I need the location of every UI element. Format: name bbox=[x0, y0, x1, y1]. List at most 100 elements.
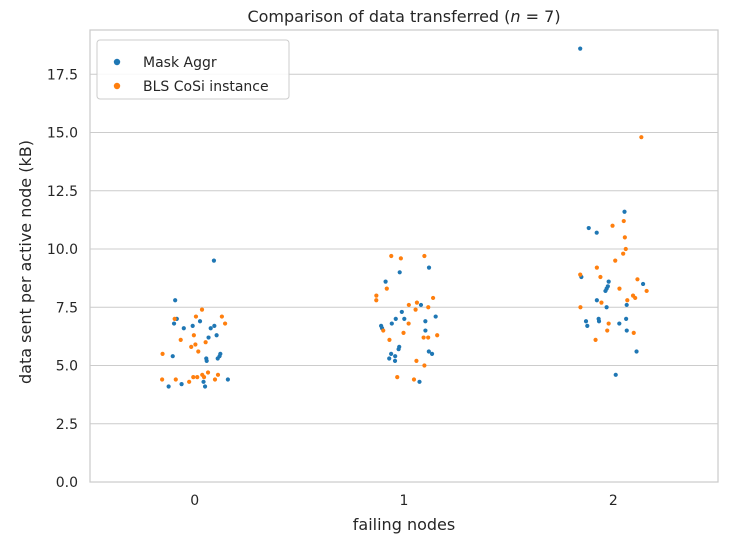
data-point-mask-aggr bbox=[417, 379, 422, 384]
data-point-bls-cosi-instance bbox=[621, 251, 626, 256]
data-point-bls-cosi-instance bbox=[205, 370, 211, 375]
data-point-mask-aggr bbox=[426, 265, 432, 270]
data-point-bls-cosi-instance bbox=[381, 328, 386, 333]
data-point-bls-cosi-instance bbox=[635, 277, 640, 282]
data-point-bls-cosi-instance bbox=[625, 298, 630, 303]
data-point-mask-aggr bbox=[202, 384, 208, 389]
data-point-bls-cosi-instance bbox=[222, 321, 228, 326]
data-point-bls-cosi-instance bbox=[199, 307, 205, 312]
data-point-bls-cosi-instance bbox=[610, 223, 615, 228]
data-point-bls-cosi-instance bbox=[622, 235, 627, 240]
plot-frame bbox=[89, 29, 719, 483]
data-point-mask-aggr bbox=[179, 382, 184, 387]
y-tick-label: 0.0 bbox=[56, 475, 78, 491]
data-point-mask-aggr bbox=[393, 354, 398, 359]
data-point-bls-cosi-instance bbox=[621, 218, 626, 224]
data-point-mask-aggr bbox=[397, 344, 402, 349]
data-point-bls-cosi-instance bbox=[215, 372, 221, 377]
data-point-bls-cosi-instance bbox=[374, 298, 379, 303]
data-point-mask-aggr bbox=[613, 372, 618, 377]
data-point-bls-cosi-instance bbox=[411, 377, 417, 382]
data-point-bls-cosi-instance bbox=[160, 351, 165, 356]
data-point-mask-aggr bbox=[423, 328, 428, 333]
grid-lines bbox=[90, 73, 718, 483]
data-point-mask-aggr bbox=[640, 281, 646, 287]
data-point-bls-cosi-instance bbox=[578, 272, 583, 277]
x-tick-labels: 0 1 2 bbox=[190, 493, 618, 509]
y-tick-label: 10.0 bbox=[47, 242, 78, 258]
x-tick-label: 1 bbox=[400, 493, 409, 509]
y-tick-label: 5.0 bbox=[56, 359, 78, 375]
data-point-bls-cosi-instance bbox=[605, 328, 610, 333]
data-point-bls-cosi-instance bbox=[435, 333, 440, 338]
data-point-mask-aggr bbox=[215, 356, 220, 361]
data-point-bls-cosi-instance bbox=[426, 335, 431, 340]
data-point-mask-aggr bbox=[166, 384, 171, 389]
data-point-bls-cosi-instance bbox=[422, 363, 427, 368]
data-point-bls-cosi-instance bbox=[414, 358, 419, 363]
data-point-bls-cosi-instance bbox=[195, 375, 200, 380]
data-point-mask-aggr bbox=[197, 319, 203, 324]
data-point-mask-aggr bbox=[397, 270, 402, 275]
data-point-bls-cosi-instance bbox=[203, 340, 208, 345]
data-point-mask-aggr bbox=[624, 302, 629, 308]
data-point-bls-cosi-instance bbox=[414, 300, 420, 305]
data-point-mask-aggr bbox=[201, 379, 206, 384]
data-point-bls-cosi-instance bbox=[173, 377, 178, 382]
data-point-bls-cosi-instance bbox=[413, 307, 418, 312]
data-point-mask-aggr bbox=[392, 358, 398, 363]
data-point-mask-aggr bbox=[393, 316, 398, 322]
data-points bbox=[160, 46, 649, 389]
data-point-bls-cosi-instance bbox=[191, 333, 196, 338]
data-point-mask-aggr bbox=[190, 323, 195, 328]
data-point-bls-cosi-instance bbox=[617, 286, 622, 291]
y-tick-labels: 0.0 2.5 5.0 7.5 10.0 12.5 15.0 17.5 bbox=[47, 67, 78, 491]
data-point-bls-cosi-instance bbox=[212, 377, 218, 382]
data-point-bls-cosi-instance bbox=[639, 135, 644, 140]
data-point-bls-cosi-instance bbox=[623, 246, 628, 252]
data-point-bls-cosi-instance bbox=[201, 375, 207, 380]
data-point-bls-cosi-instance bbox=[191, 375, 196, 380]
data-point-mask-aggr bbox=[634, 349, 639, 354]
data-point-mask-aggr bbox=[578, 46, 583, 51]
data-point-mask-aggr bbox=[596, 316, 601, 322]
chart-title-suffix: = 7) bbox=[521, 7, 561, 26]
data-point-mask-aggr bbox=[604, 305, 609, 310]
data-point-mask-aggr bbox=[173, 298, 178, 303]
legend-marker-bls-cosi bbox=[113, 82, 121, 90]
y-tick-label: 17.5 bbox=[47, 67, 78, 83]
data-point-bls-cosi-instance bbox=[594, 265, 599, 270]
data-point-bls-cosi-instance bbox=[193, 314, 199, 319]
chart-title-variable: n bbox=[510, 7, 520, 26]
data-point-mask-aggr bbox=[389, 351, 394, 356]
data-point-mask-aggr bbox=[433, 314, 438, 319]
data-point-bls-cosi-instance bbox=[406, 321, 411, 326]
data-point-mask-aggr bbox=[426, 349, 431, 354]
y-tick-label: 12.5 bbox=[47, 184, 78, 200]
data-point-mask-aggr bbox=[208, 326, 213, 331]
data-point-mask-aggr bbox=[617, 321, 622, 326]
data-point-bls-cosi-instance bbox=[398, 256, 403, 261]
legend-marker-mask-aggr bbox=[113, 58, 121, 66]
data-point-mask-aggr bbox=[606, 279, 611, 284]
data-point-mask-aggr bbox=[214, 333, 219, 338]
legend-label-mask-aggr: Mask Aggr bbox=[143, 55, 217, 71]
data-point-bls-cosi-instance bbox=[189, 344, 194, 349]
data-point-bls-cosi-instance bbox=[193, 342, 198, 347]
data-point-bls-cosi-instance bbox=[430, 295, 436, 301]
data-point-mask-aggr bbox=[171, 321, 177, 326]
data-point-bls-cosi-instance bbox=[593, 337, 598, 342]
data-point-bls-cosi-instance bbox=[578, 305, 583, 310]
data-point-bls-cosi-instance bbox=[395, 375, 400, 380]
y-axis-title: data sent per active node (kB) bbox=[16, 140, 35, 384]
data-point-mask-aggr bbox=[622, 209, 627, 214]
data-point-bls-cosi-instance bbox=[196, 349, 201, 354]
data-point-mask-aggr bbox=[383, 279, 388, 284]
data-point-mask-aggr bbox=[429, 351, 435, 356]
data-point-mask-aggr bbox=[225, 377, 230, 382]
data-point-bls-cosi-instance bbox=[389, 253, 394, 259]
data-point-bls-cosi-instance bbox=[387, 337, 392, 342]
data-point-mask-aggr bbox=[583, 319, 589, 324]
data-point-bls-cosi-instance bbox=[160, 377, 165, 382]
